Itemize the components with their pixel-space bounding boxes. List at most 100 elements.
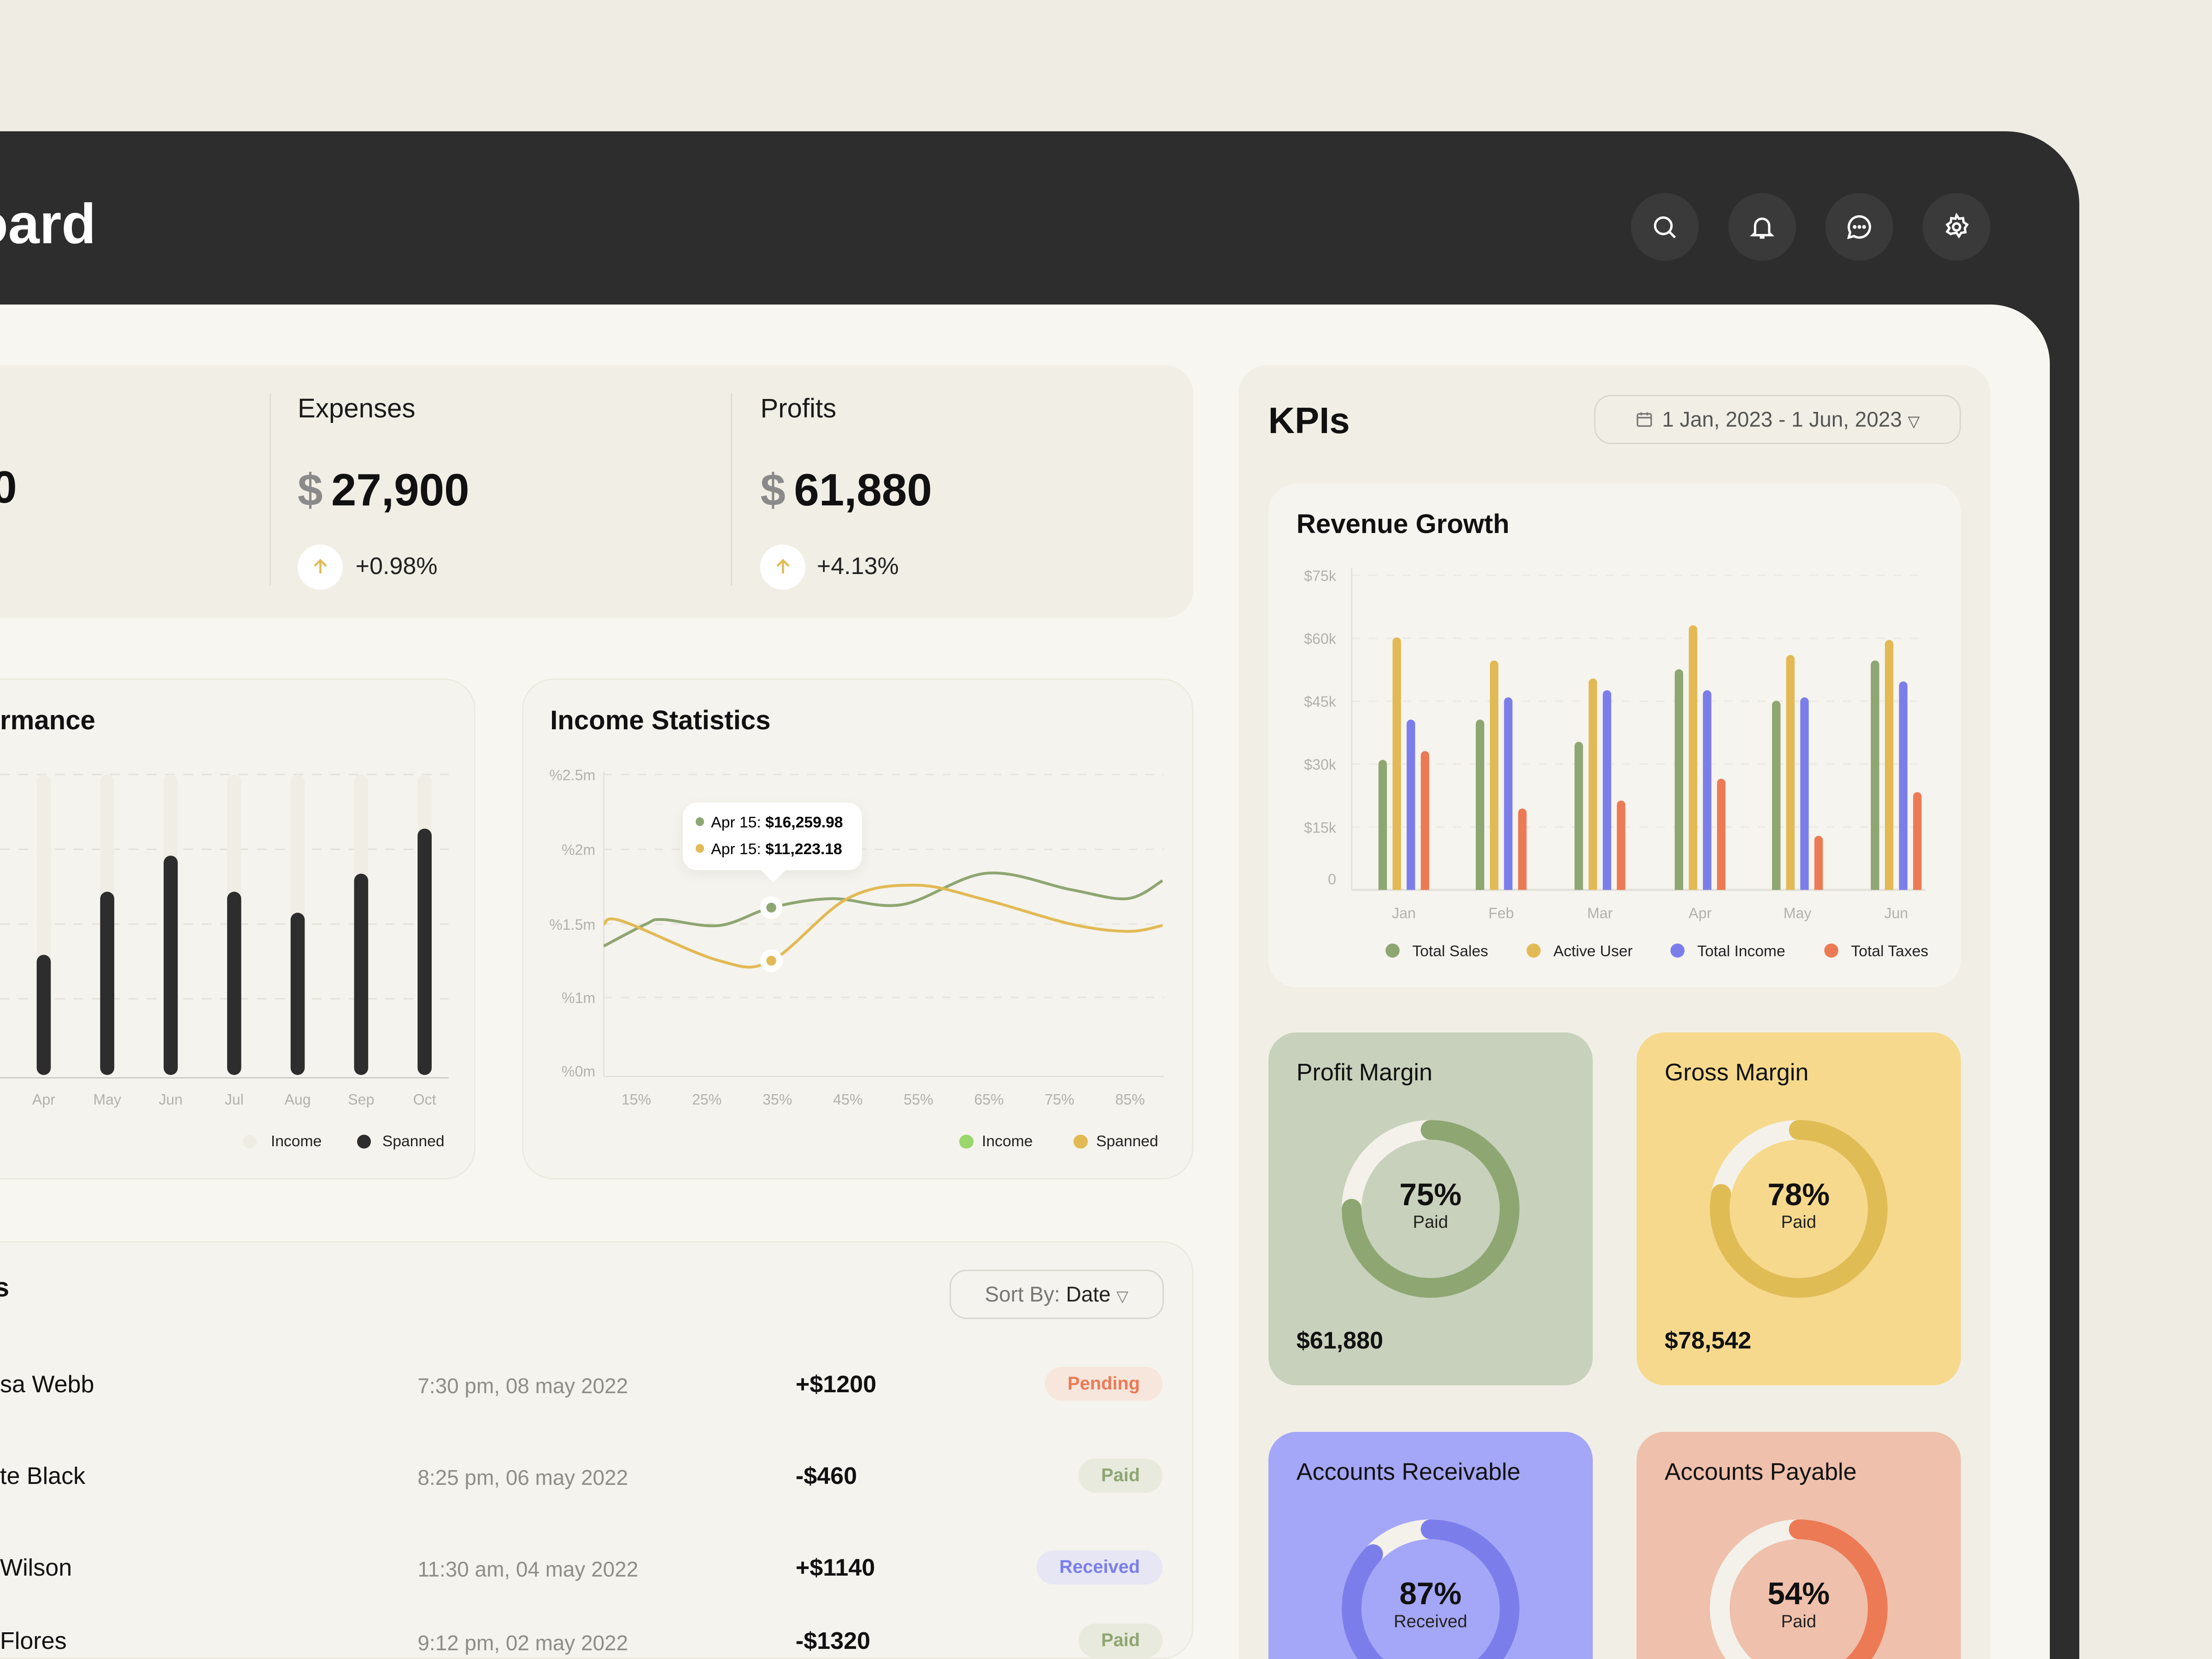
x-tick-label: Jun bbox=[1884, 905, 1908, 921]
tooltip-line-income: Apr 15: $16,259.98 bbox=[695, 814, 843, 832]
transaction-amount: -$460 bbox=[795, 1463, 857, 1490]
bar-active-user bbox=[1689, 625, 1697, 891]
settings-button[interactable] bbox=[1923, 193, 1991, 261]
highlight-point-dot bbox=[766, 956, 776, 966]
bar-total-sales bbox=[1674, 669, 1683, 891]
transaction-row[interactable]: Flores 9:12 pm, 02 may 2022 -$1320 Paid bbox=[0, 1624, 1193, 1658]
bar-active-user bbox=[1786, 655, 1795, 891]
kpi-card-value: $61,880 bbox=[1296, 1327, 1384, 1354]
revenue-growth-chart: 0 $15k $30k $45k $60k $75k Jan Feb Mar Apr May Jun T… bbox=[1304, 568, 1928, 960]
bar-total-sales bbox=[1378, 760, 1387, 891]
legend-dot bbox=[959, 1134, 974, 1149]
legend-label: Active User bbox=[1553, 943, 1632, 960]
search-button[interactable] bbox=[1631, 193, 1699, 261]
bar-total-sales bbox=[1574, 742, 1583, 891]
income-chart: %0m %1m %1.5m %2m %2.5m 15% 25% 35% 45% 55% 65% 75%… bbox=[549, 767, 1164, 1108]
transaction-name: te Black bbox=[0, 1463, 86, 1490]
y-tick-label: $75k bbox=[1304, 568, 1337, 584]
legend-dot bbox=[242, 1134, 257, 1149]
bar-total-income bbox=[1702, 690, 1712, 891]
legend-label: Total Income bbox=[1697, 943, 1785, 960]
stat-value-first: 0 bbox=[0, 462, 17, 513]
kpi-card-profit-margin: Profit Margin 75% Paid $61,880 bbox=[1268, 1032, 1593, 1385]
transaction-row[interactable]: te Black 8:25 pm, 06 may 2022 -$460 Paid bbox=[0, 1459, 1193, 1493]
transaction-amount: +$1140 bbox=[795, 1554, 875, 1582]
transaction-row[interactable]: Wilson 11:30 am, 04 may 2022 +$1140 Receive… bbox=[0, 1550, 1193, 1584]
ring-progress bbox=[1710, 1519, 1888, 1659]
x-tick-label: Oct bbox=[413, 1091, 436, 1108]
legend-income: Income bbox=[242, 1133, 322, 1151]
notifications-button[interactable] bbox=[1728, 193, 1796, 261]
x-tick-label: 75% bbox=[1044, 1091, 1074, 1108]
bar-total-taxes bbox=[1518, 809, 1526, 891]
legend-spanned: Spanned bbox=[357, 1133, 445, 1151]
bell-icon bbox=[1749, 217, 1774, 239]
kpi-card-title: Gross Margin bbox=[1665, 1059, 1809, 1086]
arrow-up-icon bbox=[313, 559, 327, 574]
chevron-down-icon: ▽ bbox=[1116, 1288, 1129, 1305]
bar-total-taxes bbox=[1717, 779, 1725, 891]
transaction-name: Flores bbox=[0, 1628, 67, 1655]
messages-button[interactable] bbox=[1825, 193, 1894, 261]
gear-icon bbox=[1945, 213, 1969, 239]
search-icon bbox=[1654, 216, 1676, 239]
y-tick-label: $30k bbox=[1304, 756, 1337, 773]
stats-card bbox=[0, 365, 1194, 618]
status-badge: Received bbox=[1037, 1550, 1162, 1584]
x-tick-label: Jul bbox=[225, 1091, 244, 1108]
bar-total-income bbox=[1602, 690, 1611, 891]
revenue-growth-card bbox=[1268, 484, 1961, 988]
y-tick-label: 0 bbox=[1328, 871, 1336, 888]
chart-tooltip: Apr 15: $16,259.98 Apr 15: $11,223.18 bbox=[682, 803, 862, 883]
legend-dot bbox=[357, 1134, 371, 1149]
legend-spanned: Spanned bbox=[1074, 1133, 1158, 1151]
bar-active-user bbox=[1588, 679, 1597, 891]
bar-active-user bbox=[1392, 637, 1401, 891]
x-tick-label: Feb bbox=[1488, 905, 1514, 921]
y-tick-label: $15k bbox=[1304, 820, 1337, 836]
kpi-card-title: Accounts Payable bbox=[1665, 1459, 1857, 1485]
y-tick-label: %1m bbox=[562, 990, 595, 1006]
bar-total-sales bbox=[1871, 661, 1879, 891]
stat-value-expenses: $27,900 bbox=[298, 464, 469, 516]
kpi-card-title: Accounts Receivable bbox=[1296, 1459, 1520, 1485]
transaction-amount: +$1200 bbox=[795, 1371, 877, 1398]
kpi-card-accounts-payable: Accounts Payable 54% Paid bbox=[1636, 1431, 1961, 1659]
x-tick-label: May bbox=[1783, 905, 1811, 921]
legend-dot bbox=[1526, 944, 1541, 958]
progress-ring bbox=[1341, 1120, 1520, 1298]
status-badge: Paid bbox=[1078, 1624, 1162, 1658]
transaction-name: Wilson bbox=[0, 1554, 72, 1582]
income-statistics-title: Income Statistics bbox=[550, 705, 771, 735]
transaction-row[interactable]: sa Webb 7:30 pm, 08 may 2022 +$1200 Pending bbox=[0, 1366, 1193, 1401]
x-tick-label: Sep bbox=[348, 1091, 374, 1108]
bar-total-income bbox=[1800, 698, 1809, 891]
kpi-card-title: Profit Margin bbox=[1296, 1059, 1432, 1086]
x-tick-label: Apr bbox=[1689, 905, 1712, 921]
ring-progress bbox=[1341, 1519, 1520, 1659]
stat-label-expenses: Expenses bbox=[298, 393, 416, 424]
legend-label: Total Taxes bbox=[1851, 943, 1928, 960]
stat-value-profits: $61,880 bbox=[760, 464, 932, 516]
x-tick-label: 15% bbox=[622, 1091, 651, 1108]
legend-dot bbox=[1824, 944, 1838, 958]
transaction-date: 9:12 pm, 02 may 2022 bbox=[417, 1630, 628, 1655]
y-tick-label: $45k bbox=[1304, 694, 1337, 710]
trend-up-badge bbox=[760, 544, 806, 590]
kpi-card-gross-margin: Gross Margin 78% Paid $78,542 bbox=[1636, 1032, 1961, 1385]
sort-dropdown[interactable]: Sort By: Date ▽ bbox=[949, 1269, 1164, 1319]
legend-dot bbox=[1074, 1134, 1088, 1149]
bar-total-sales bbox=[1475, 720, 1484, 891]
x-tick-label: 25% bbox=[692, 1091, 722, 1108]
bar-active-user bbox=[1490, 661, 1498, 891]
performance-title: rmance bbox=[0, 705, 95, 735]
transaction-date: 7:30 pm, 08 may 2022 bbox=[417, 1374, 628, 1398]
kpi-card-accounts-receivable: Accounts Receivable 87% Received bbox=[1268, 1431, 1593, 1659]
stat-change-expenses: +0.98% bbox=[355, 553, 438, 580]
date-range-picker[interactable]: 1 Jan, 2023 - 1 Jun, 2023 ▽ bbox=[1594, 395, 1961, 445]
bar-total-income bbox=[1899, 681, 1907, 891]
x-tick-label: Aug bbox=[284, 1091, 311, 1108]
x-tick-label: Jun bbox=[159, 1091, 183, 1108]
transaction-name: sa Webb bbox=[0, 1371, 94, 1398]
